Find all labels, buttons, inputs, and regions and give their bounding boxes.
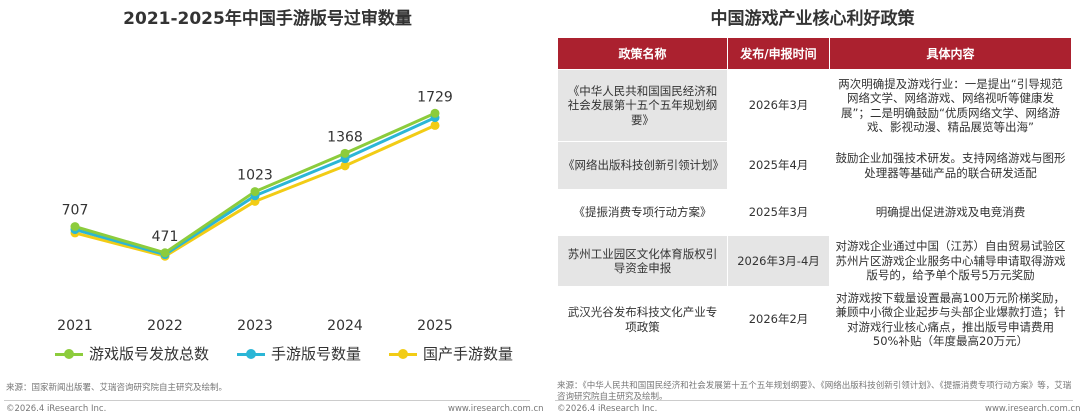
cell-policy-name: 《提振消费专项行动方案》 [557, 189, 728, 236]
cell-content: 鼓励企业加强技术研发。支持网络游戏与图形处理器等基础产品的联合研发适配 [829, 141, 1072, 190]
cell-time: 2026年2月 [727, 286, 830, 353]
legend-label-mobile: 手游版号数量 [271, 345, 362, 363]
copyright-text: ©2026.4 iResearch Inc. [557, 404, 658, 414]
policy-table: 政策名称 发布/申报时间 具体内容 《中华人民共和国国民经济和社会发展第十五个五… [557, 37, 1072, 353]
footer-divider [555, 400, 1073, 401]
chart-panel: 2021-2025年中国手游版号过审数量 707 471 1023 1368 1729 2… [0, 0, 544, 419]
table-row: 苏州工业园区文化体育版权引导资金申报 2026年3月-4月 对游戏企业通过中国（… [557, 235, 1072, 287]
header-content: 具体内容 [829, 37, 1072, 70]
cell-content: 对游戏按下载量设置最高100万元阶梯奖励，兼顾中小微企业起步与头部企业爆款打造；… [829, 286, 1072, 353]
cell-content: 两次明确提及游戏行业：一是提出“引导规范网络文学、网络游戏、网络视听等健康发展”… [829, 69, 1072, 142]
table-row: 《网络出版科技创新引领计划》 2025年4月 鼓励企业加强技术研发。支持网络游戏… [557, 141, 1072, 190]
x-tick-label-2: 2023 [237, 318, 273, 334]
cell-time: 2025年4月 [727, 141, 830, 190]
header-time: 发布/申报时间 [727, 37, 830, 70]
data-label-2: 1023 [237, 168, 273, 184]
cell-policy-name: 《中华人民共和国国民经济和社会发展第十五个五年规划纲要》 [557, 69, 728, 142]
x-tick-label-1: 2022 [147, 318, 183, 334]
data-point-s0-4 [430, 108, 440, 118]
data-label-0: 707 [62, 203, 89, 219]
data-point-s2-3 [340, 161, 350, 171]
cell-time: 2026年3月 [727, 69, 830, 142]
legend-item-mobile: 手游版号数量 [237, 343, 361, 364]
data-label-1: 471 [152, 229, 179, 245]
chart-title: 2021-2025年中国手游版号过审数量 [123, 9, 412, 29]
chart-source-note: 来源：国家新闻出版署、艾瑞咨询研究院自主研究及绘制。 [6, 383, 228, 393]
data-point-s0-2 [250, 187, 260, 197]
legend-marker-total [55, 347, 83, 361]
cell-policy-name: 苏州工业园区文化体育版权引导资金申报 [557, 235, 728, 287]
table-row: 武汉光谷发布科技文化产业专项政策 2026年2月 对游戏按下载量设置最高100万… [557, 286, 1072, 353]
table-row: 《提振消费专项行动方案》 2025年3月 明确提出促进游戏及电竞消费 [557, 189, 1072, 236]
legend-item-total: 游戏版号发放总数 [55, 343, 209, 364]
data-point-s0-0 [70, 222, 80, 232]
header-policy-name: 政策名称 [557, 37, 728, 70]
x-tick-label-4: 2025 [417, 318, 453, 334]
cell-time: 2026年3月-4月 [727, 235, 830, 287]
line-chart: 707 471 1023 1368 1729 2021 2022 2023 2024 2025 [57, 89, 453, 334]
data-point-s0-3 [340, 148, 350, 158]
data-point-s0-1 [160, 248, 170, 258]
cell-content: 对游戏企业通过中国（江苏）自由贸易试验区苏州片区游戏企业服务中心辅导申请取得游戏… [829, 235, 1072, 287]
copyright-text: ©2026.4 iResearch Inc. [6, 404, 107, 414]
data-label-3: 1368 [327, 129, 363, 145]
table-row: 《中华人民共和国国民经济和社会发展第十五个五年规划纲要》 2026年3月 两次明… [557, 69, 1072, 142]
table-title: 中国游戏产业核心利好政策 [710, 9, 915, 29]
legend-marker-mobile [237, 347, 266, 361]
x-tick-label-3: 2024 [327, 318, 363, 334]
cell-time: 2025年3月 [727, 189, 830, 236]
table-source-note: 来源：《中华人民共和国国民经济和社会发展第十五个五年规划纲要》、《网络出版科技创… [557, 381, 1072, 402]
legend-label-domestic: 国产手游数量 [423, 345, 514, 363]
table-header-row: 政策名称 发布/申报时间 具体内容 [557, 37, 1072, 70]
footer-divider [4, 400, 530, 401]
legend-marker-domestic [389, 347, 418, 361]
x-tick-label-0: 2021 [57, 318, 93, 334]
chart-legend: 游戏版号发放总数 手游版号数量 国产手游数量 [55, 343, 513, 364]
legend-label-total: 游戏版号发放总数 [89, 345, 210, 363]
website-link[interactable]: www.iresearch.com.cn [448, 404, 544, 414]
data-label-4: 1729 [417, 89, 453, 105]
website-link[interactable]: www.iresearch.com.cn [985, 404, 1080, 414]
cell-content: 明确提出促进游戏及电竞消费 [829, 189, 1072, 236]
policy-panel: 中国游戏产业核心利好政策 政策名称 发布/申报时间 具体内容 《中华人民共和国国… [545, 0, 1080, 419]
cell-policy-name: 《网络出版科技创新引领计划》 [557, 141, 728, 190]
cell-policy-name: 武汉光谷发布科技文化产业专项政策 [557, 286, 728, 353]
legend-item-domestic: 国产手游数量 [389, 343, 513, 364]
data-point-s2-4 [430, 120, 440, 130]
